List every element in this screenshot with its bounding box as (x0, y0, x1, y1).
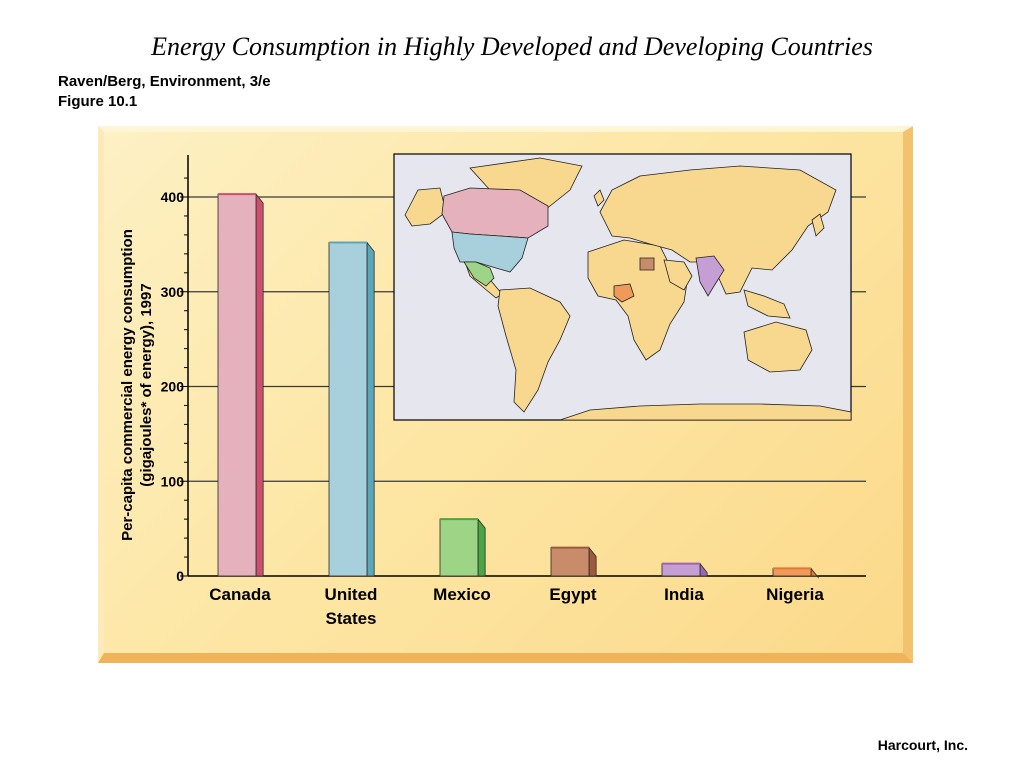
bar-mexico (439, 518, 479, 577)
y-tick-label: 200 (161, 379, 185, 395)
map-mexico (463, 261, 495, 287)
x-tick-label-united-states: States (325, 609, 376, 628)
bar-nigeria-side (810, 567, 819, 579)
source-citation: Raven/Berg, Environment, 3/e (58, 73, 271, 90)
world-map-inset (393, 153, 852, 421)
map-egypt (639, 257, 655, 271)
map-japan (811, 213, 825, 237)
bar-united-states-side (366, 241, 375, 577)
x-tick-label-nigeria: Nigeria (766, 585, 824, 604)
y-tick-label: 400 (161, 189, 185, 205)
x-tick-label-mexico: Mexico (433, 585, 491, 604)
bar-nigeria (772, 568, 812, 577)
y-tick-label: 300 (161, 284, 185, 300)
bar-egypt (550, 547, 590, 577)
x-tick-label-india: India (664, 585, 704, 604)
map-australia (743, 321, 813, 373)
map-nigeria (613, 283, 635, 303)
map-southeast-asia (743, 289, 791, 319)
bar-india-side (699, 562, 708, 577)
bar-united-states (328, 242, 368, 577)
bar-canada (217, 193, 257, 577)
map-africa (587, 239, 689, 361)
y-tick-label: 100 (161, 473, 185, 489)
map-south-america (497, 287, 571, 413)
map-india (695, 255, 725, 297)
bar-egypt-side (588, 546, 597, 577)
map-antarctica (559, 403, 852, 421)
map-eurasia (599, 165, 837, 295)
x-tick-label-canada: Canada (209, 585, 271, 604)
bar-mexico-side (477, 518, 486, 577)
map-uk (593, 189, 605, 207)
figure-number: Figure 10.1 (58, 93, 138, 110)
bar-india (661, 563, 701, 577)
slide-title: Energy Consumption in Highly Developed a… (151, 32, 873, 61)
x-tick-label-egypt: Egypt (549, 585, 597, 604)
publisher-credit: Harcourt, Inc. (877, 737, 968, 753)
x-tick-label-united-states: United (325, 585, 378, 604)
bar-canada-side (255, 193, 264, 577)
map-arabia (663, 259, 693, 291)
